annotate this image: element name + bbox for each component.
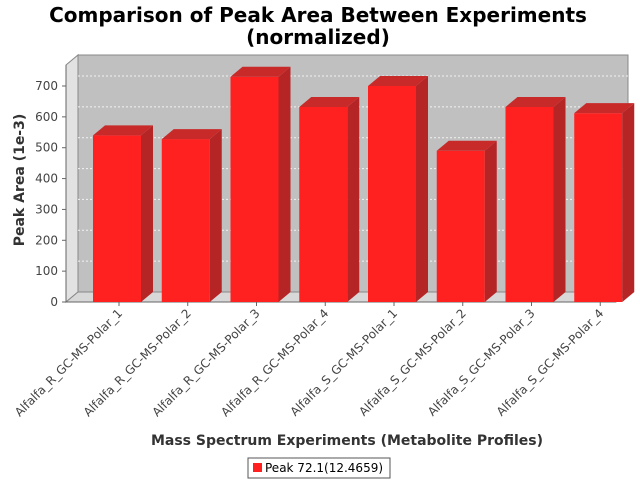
bar: [505, 96, 566, 303]
legend: Peak 72.1(12.4659): [247, 457, 391, 479]
y-tick-label: 500: [35, 141, 58, 155]
y-tick-label: 700: [35, 79, 58, 93]
x-axis-ticks: Alfalfa_R_GC-MS-Polar_1Alfalfa_R_GC-MS-P…: [12, 302, 606, 419]
bar: [368, 76, 428, 302]
legend-label: Peak 72.1(12.4659): [265, 461, 383, 475]
bar-top: [299, 96, 360, 107]
bar-top: [436, 140, 497, 151]
x-tick-label: Alfalfa_R_GC-MS-Polar_1: [12, 306, 125, 419]
bar-front: [368, 86, 416, 302]
bar-front: [505, 106, 554, 303]
bar-side: [622, 103, 635, 302]
bar-side: [209, 129, 222, 302]
plot-left-wall: [65, 53, 79, 304]
y-tick-label: 0: [50, 295, 58, 309]
bar: [574, 103, 635, 302]
bars: [93, 66, 635, 303]
bar-top: [505, 96, 566, 107]
bar: [93, 125, 153, 302]
bar-side: [416, 76, 428, 302]
bar: [161, 129, 222, 302]
y-tick-label: 300: [35, 202, 58, 216]
bar: [230, 66, 291, 302]
bar-side: [141, 125, 153, 302]
bar-top: [93, 125, 153, 136]
chart-title: Comparison of Peak Area Between Experime…: [49, 3, 587, 27]
chart-subtitle: (normalized): [246, 25, 390, 49]
bar: [436, 140, 497, 302]
bar-front: [436, 150, 485, 302]
bar-top: [368, 76, 428, 86]
y-axis-title: Peak Area (1e-3): [12, 114, 28, 247]
legend-box: [247, 457, 391, 479]
bar-top: [230, 66, 291, 77]
bar-side: [347, 96, 360, 303]
bar: [299, 96, 360, 303]
legend-swatch: [253, 463, 262, 472]
y-tick-label: 600: [35, 110, 58, 124]
bar-front: [299, 106, 348, 303]
y-tick-label: 100: [35, 264, 58, 278]
x-axis-title: Mass Spectrum Experiments (Metabolite Pr…: [151, 433, 543, 449]
y-tick-label: 200: [35, 233, 58, 247]
bar-side: [553, 96, 566, 303]
bar-top: [574, 103, 635, 114]
y-tick-label: 400: [35, 172, 58, 186]
bar-top: [161, 129, 222, 140]
bar-front: [161, 139, 210, 302]
bar-side: [278, 66, 291, 302]
bar-side: [484, 140, 497, 302]
bar-front: [230, 76, 279, 302]
bar-front: [93, 135, 141, 302]
bar-front: [574, 113, 623, 302]
